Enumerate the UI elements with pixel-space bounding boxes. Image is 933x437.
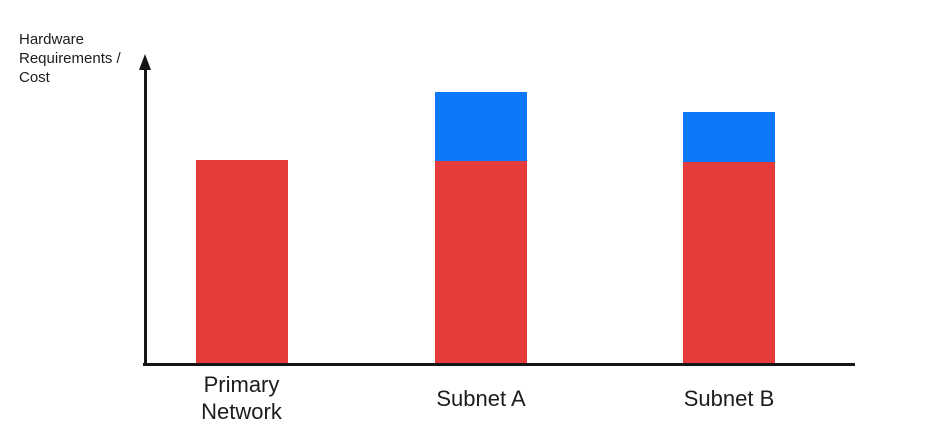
x-axis-line — [143, 363, 855, 366]
y-axis-line — [144, 66, 147, 365]
bar-segment-blue-segment-overhead-subnet-b — [683, 112, 775, 162]
bar-segment-red-segment-base-subnet-a — [435, 161, 527, 364]
y-axis-label: Hardware Requirements / Cost — [19, 31, 121, 86]
bar-segment-blue-segment-overhead-subnet-a — [435, 92, 527, 161]
category-label-subnet-b: Subnet B — [683, 385, 775, 411]
bar-segment-red-segment-base-primary-network — [195, 160, 288, 364]
category-label-subnet-a: Subnet A — [436, 385, 526, 411]
y-axis-arrowhead-icon — [139, 54, 151, 70]
category-label-primary-network: Primary Network — [201, 372, 282, 424]
bar-segment-red-segment-base-subnet-b — [683, 162, 775, 364]
